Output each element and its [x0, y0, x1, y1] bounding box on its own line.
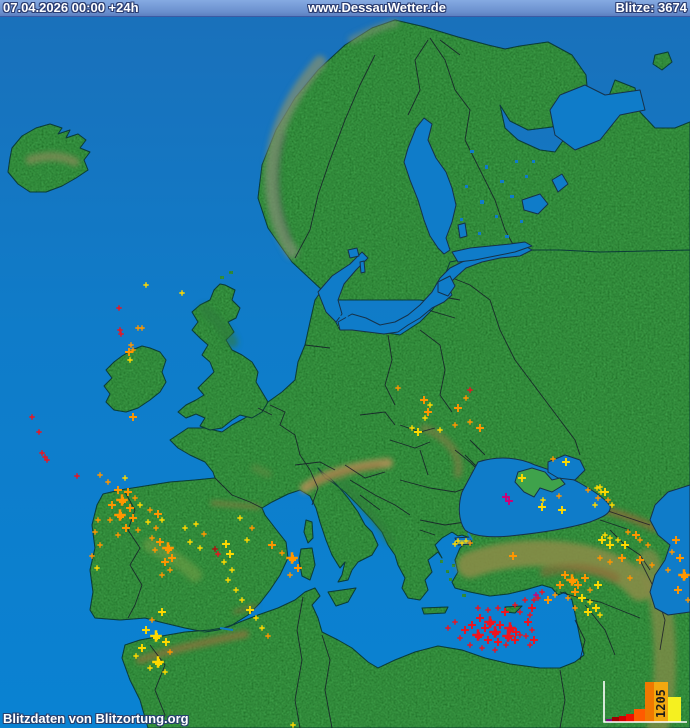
lake-ladoga	[521, 193, 549, 215]
website-label: www.DessauWetter.de	[307, 0, 446, 15]
finnish-lakes	[460, 150, 535, 238]
sea-skagerrak-kattegat	[317, 251, 369, 323]
title-bar: 07.04.2026 00:00 +24h www.DessauWetter.d…	[0, 0, 690, 17]
land-corsica	[303, 519, 314, 544]
land-ireland	[103, 345, 167, 413]
strait-gibraltar	[219, 627, 234, 631]
svg-text:1205: 1205	[654, 689, 668, 718]
land-kolguyev	[652, 51, 673, 71]
land-crete	[421, 606, 449, 615]
peninsulas	[514, 467, 566, 498]
lake-peipus	[457, 222, 468, 239]
strait-bosporus	[467, 532, 473, 541]
land-sardinia	[298, 547, 316, 581]
land-crimea	[514, 467, 566, 498]
lightning-strikes	[29, 282, 690, 728]
strike-histogram-legend: 1205	[603, 681, 687, 723]
strike-count-label: Blitze: 3674	[615, 0, 687, 15]
strait-danish	[331, 309, 353, 323]
sea-caspian	[649, 484, 690, 616]
sea-black	[458, 457, 611, 538]
lake-vattern	[359, 260, 366, 274]
lake-onega	[551, 173, 569, 193]
lake-vanern	[347, 247, 360, 259]
sea-white	[549, 84, 646, 151]
straits	[219, 309, 473, 631]
sea-baltic	[337, 245, 533, 335]
land-sicily	[327, 587, 357, 607]
sea-gulf-of-finland	[451, 241, 533, 263]
date-range-label: 07.04.2026 00:00 +24h	[3, 0, 139, 15]
sea-bothnia	[403, 117, 457, 255]
data-credit-label: Blitzdaten von Blitzortung.org	[3, 711, 189, 726]
sea-azov	[547, 454, 586, 481]
sea-gulf-of-riga	[437, 275, 456, 297]
inland-seas	[317, 84, 690, 616]
